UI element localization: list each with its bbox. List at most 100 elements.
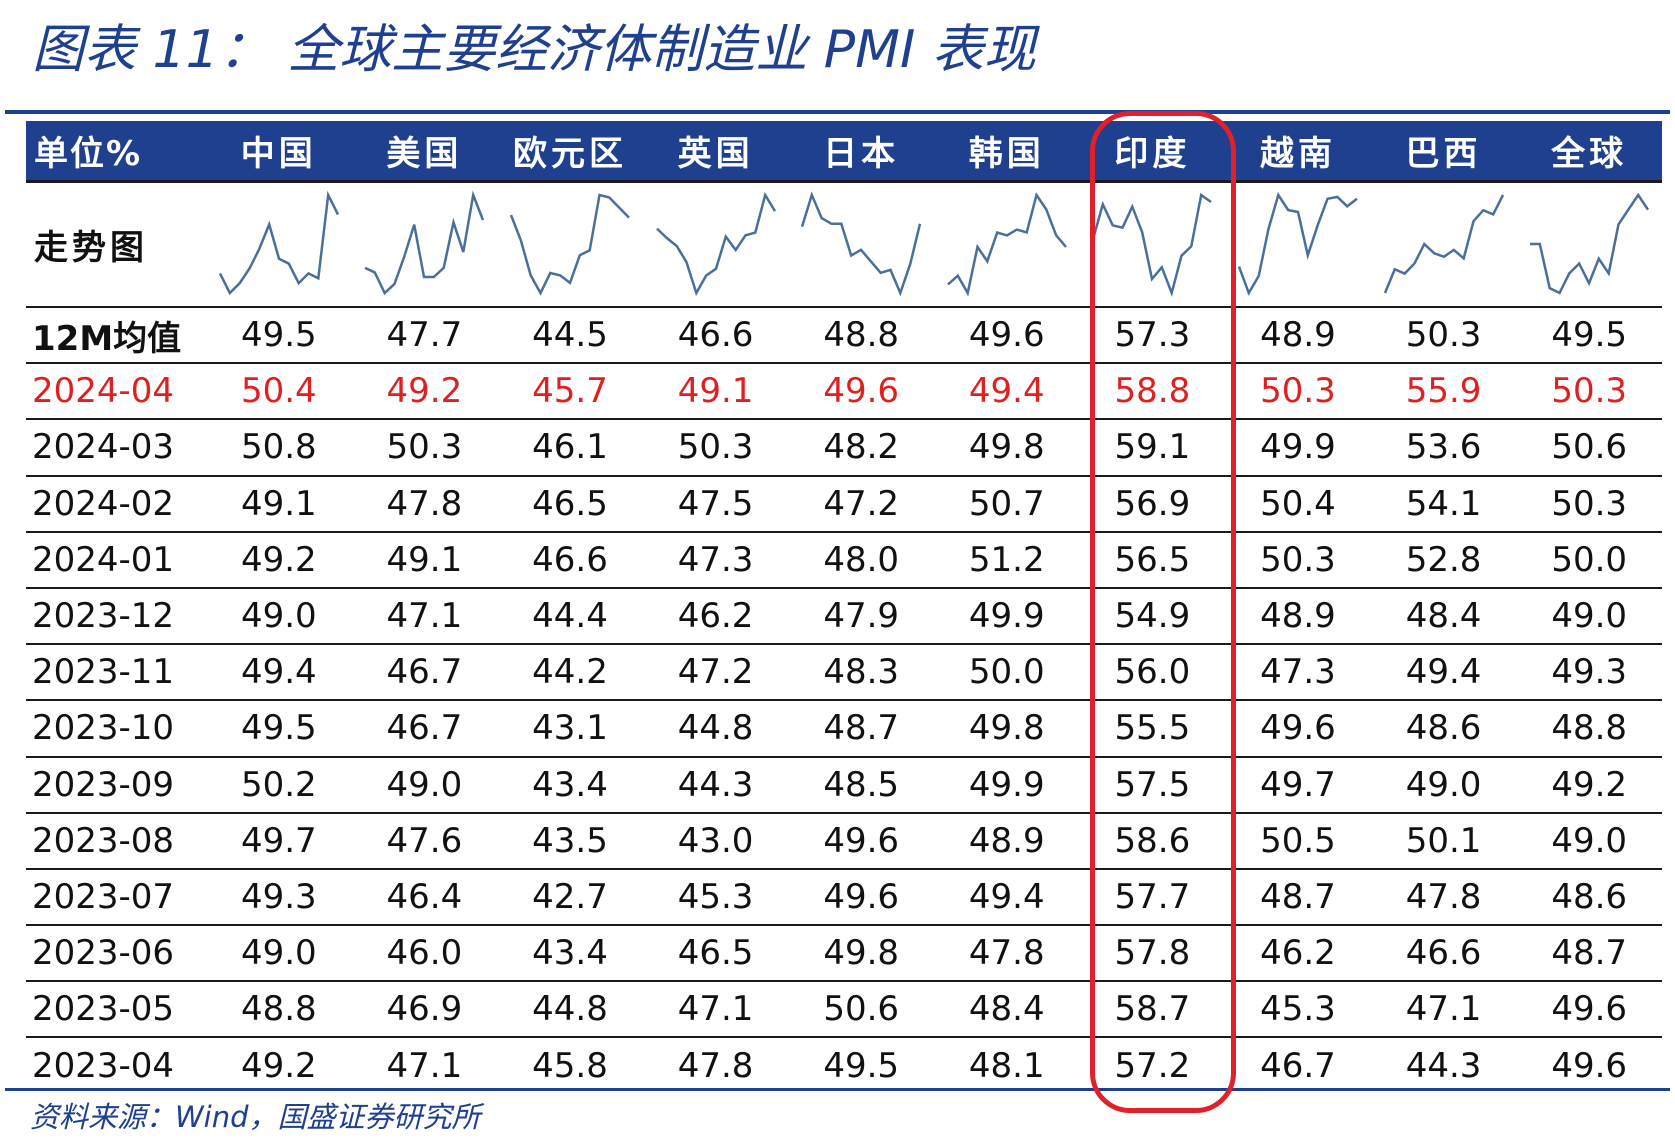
table-cell: 49.9: [968, 764, 1045, 805]
row-label: 2024-01: [32, 539, 175, 580]
row-label: 2023-04: [32, 1046, 175, 1087]
sparkline-row: 走势图: [26, 181, 1662, 307]
table-cell: 56.9: [1114, 483, 1191, 524]
table-cell: 48.5: [823, 764, 900, 805]
sparkline-chart: [800, 191, 922, 297]
table-cell: 49.2: [1551, 764, 1628, 805]
sparkline-cell: [1080, 181, 1226, 307]
table-cell: 49.2: [386, 371, 463, 412]
sparkline-chart: [364, 190, 485, 296]
table-cell: 49.6: [968, 315, 1045, 356]
table-cell: 49.4: [1405, 652, 1482, 693]
table-cell: 48.4: [1405, 596, 1482, 637]
table-cell: 45.7: [532, 371, 608, 412]
table-cell: 46.6: [677, 315, 754, 356]
row-label: 2024-04: [32, 371, 175, 412]
row-label: 2023-12: [32, 596, 175, 637]
row-label: 2023-09: [32, 764, 175, 805]
table-cell: 49.5: [823, 1046, 900, 1087]
sparkline-cell: [934, 181, 1080, 307]
table-cell: 49.7: [240, 820, 317, 861]
sparkline-chart: [1383, 194, 1504, 294]
table-cell: 49.1: [240, 483, 317, 524]
table-cell: 50.2: [240, 764, 317, 805]
table-cell: 46.5: [677, 933, 754, 974]
table-cell: 59.1: [1114, 427, 1191, 468]
row-label: 12M均值: [32, 318, 182, 359]
table-cell: 46.5: [532, 483, 608, 524]
sparkline-chart: [946, 192, 1067, 297]
table-cell: 49.6: [1551, 1046, 1628, 1087]
table-cell: 43.0: [677, 820, 754, 861]
table-cell: 50.4: [240, 371, 317, 412]
table-cell: 48.3: [823, 652, 900, 693]
table-cell: 47.8: [1405, 876, 1482, 917]
table-cell: 44.8: [532, 989, 608, 1030]
table-cell: 49.3: [240, 876, 317, 917]
bottom-rule: [5, 1088, 1670, 1091]
sparkline-line: [509, 193, 630, 296]
table-cell: 57.7: [1114, 876, 1191, 917]
table-cell: 49.6: [1260, 708, 1336, 749]
table-cell: 50.3: [1551, 483, 1628, 524]
table-cell: 49.8: [823, 933, 900, 974]
sparkline-row-label: 走势图: [34, 227, 148, 268]
table-cell: 48.9: [968, 820, 1045, 861]
sparkline-chart: [218, 190, 339, 296]
table-cell: 46.9: [386, 989, 463, 1030]
table-cell: 44.3: [1405, 1046, 1482, 1087]
table-cell: 49.4: [240, 652, 317, 693]
table-cell: 49.3: [1551, 652, 1628, 693]
column-header: 全球: [1551, 133, 1628, 174]
sparkline-chart: [509, 193, 630, 296]
table-cell: 50.1: [1405, 820, 1482, 861]
top-rule: [5, 110, 1670, 114]
table-cell: 45.3: [1260, 989, 1336, 1030]
table-row: 2023-05 48.8 46.9 44.8 47.1 50.6 48.4 58.7 45.3 4…: [26, 981, 1662, 1037]
page-title: 图表 11： 全球主要经济体制造业 PMI 表现: [32, 20, 1036, 80]
table-cell: 49.0: [386, 764, 463, 805]
table-cell: 47.9: [823, 596, 900, 637]
table-cell: 47.1: [386, 1046, 463, 1087]
table-cell: 46.1: [532, 427, 608, 468]
table-cell: 45.3: [677, 876, 754, 917]
sparkline-cell: [788, 181, 934, 307]
table-cell: 46.7: [386, 652, 463, 693]
table-cell: 49.9: [968, 596, 1045, 637]
table-row: 2023-10 49.5 46.7 43.1 44.8 48.7 49.8 55.5 49.6 4…: [26, 700, 1662, 756]
table-cell: 45.8: [532, 1046, 608, 1087]
table-cell: 50.3: [1405, 315, 1482, 356]
sparkline-line: [1092, 193, 1213, 298]
sparkline-line: [946, 192, 1067, 297]
table-cell: 49.1: [386, 539, 463, 580]
table-cell: 49.6: [823, 371, 900, 412]
table-cell: 42.7: [532, 876, 608, 917]
table-cell: 48.8: [240, 989, 317, 1030]
table-row: 2023-06 49.0 46.0 43.4 46.5 49.8 47.8 57.8 46.2 4…: [26, 925, 1662, 981]
table-cell: 50.5: [1260, 820, 1336, 861]
sparkline-line: [1237, 192, 1358, 297]
table-cell: 52.8: [1405, 539, 1482, 580]
table-cell: 49.4: [968, 876, 1045, 917]
table-cell: 49.4: [968, 371, 1045, 412]
table-row: 2023-08 49.7 47.6 43.5 43.0 49.6 48.9 58.6 50.5 5…: [26, 812, 1662, 869]
table-cell: 49.2: [240, 539, 317, 580]
sparkline-chart: [655, 192, 776, 297]
table-cell: 49.2: [240, 1046, 317, 1087]
table-cell: 44.5: [532, 315, 608, 356]
table-cell: 49.0: [240, 933, 317, 974]
table-row: 2024-02 49.1 47.8 46.5 47.5 47.2 50.7 56.9 50.4 5…: [26, 475, 1662, 532]
table-cell: 49.6: [823, 820, 900, 861]
table-cell: 49.8: [968, 427, 1045, 468]
column-header: 日本: [823, 133, 900, 174]
row-label: 2024-03: [32, 427, 175, 468]
table-row: 2023-09 50.2 49.0 43.4 44.3 48.5 49.9 57.5 49.7 4…: [26, 756, 1662, 813]
sparkline-chart: [1237, 192, 1358, 297]
table-cell: 49.0: [240, 596, 317, 637]
table-cell: 50.6: [1551, 427, 1628, 468]
table-cell: 49.0: [1551, 596, 1628, 637]
table-cell: 49.7: [1260, 764, 1336, 805]
sparkline-cell: [206, 181, 352, 307]
table-cell: 46.2: [1260, 933, 1336, 974]
table-cell: 47.3: [677, 539, 754, 580]
